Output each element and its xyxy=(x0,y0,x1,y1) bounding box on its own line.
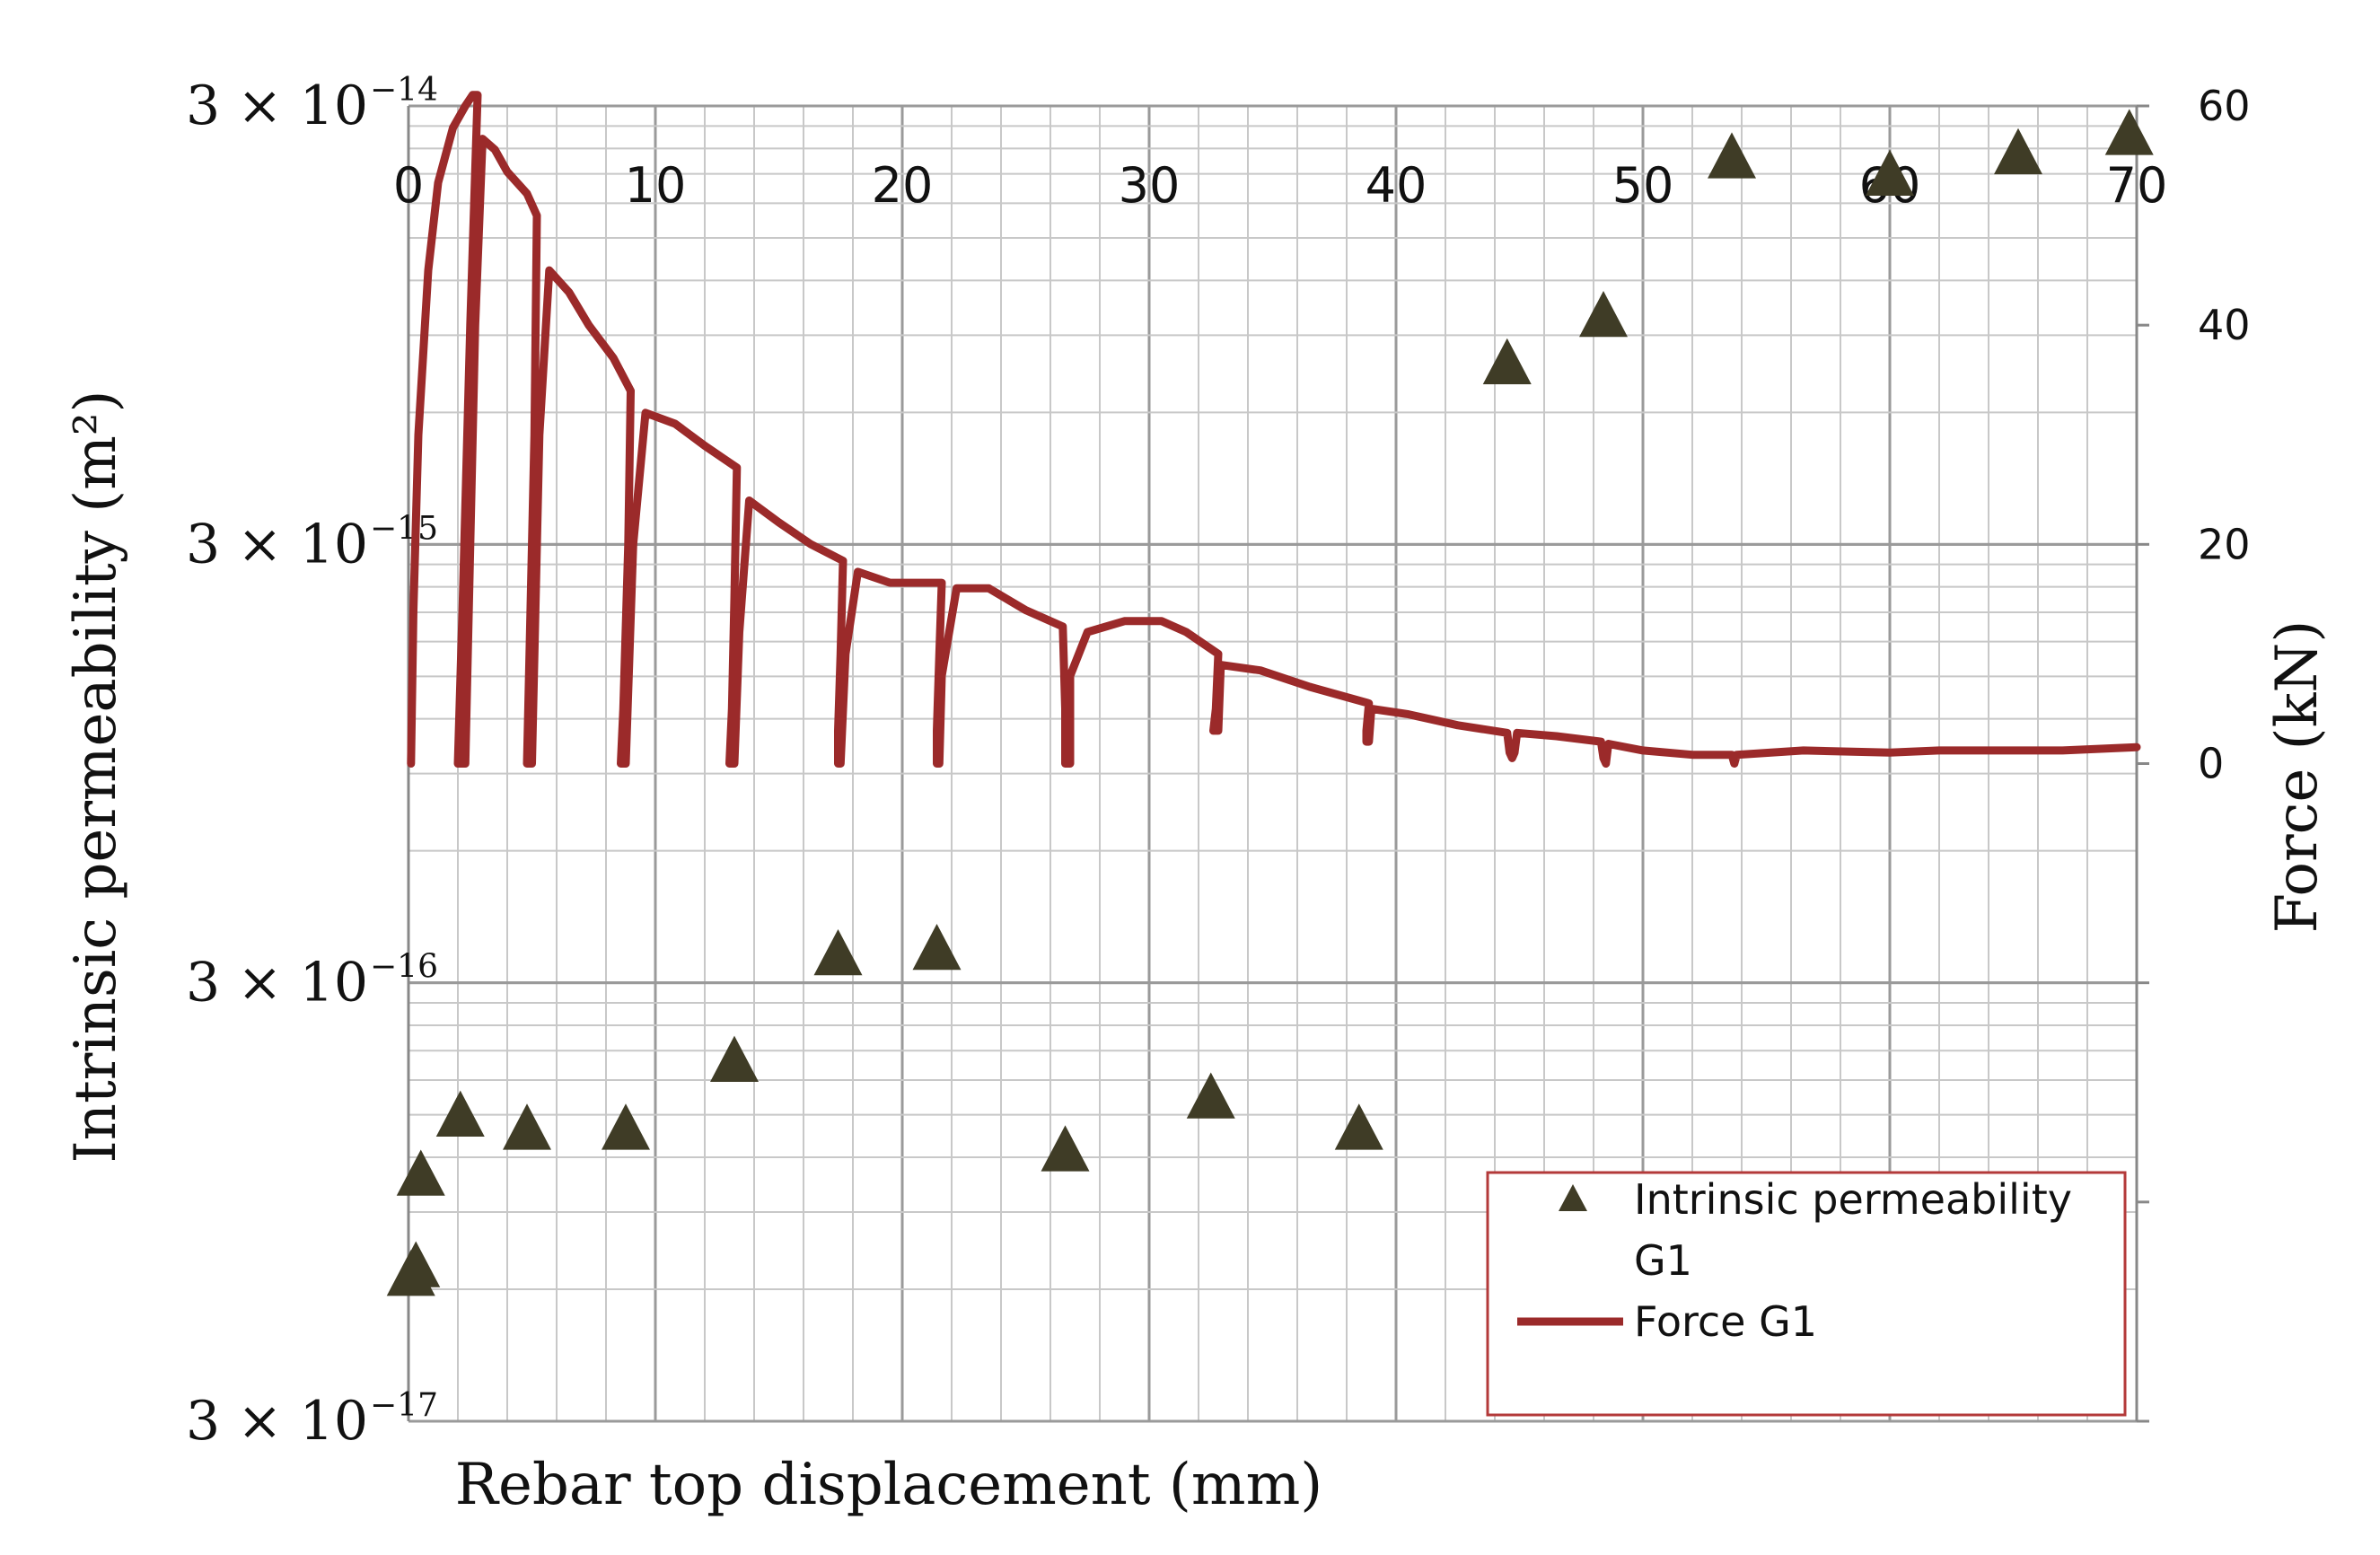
left-y-tick-label: 3 × 10 xyxy=(186,513,368,575)
legend-label-permeability-line2: G1 xyxy=(1634,1236,1692,1285)
x-tick-label: 0 xyxy=(393,157,424,214)
permeability-marker xyxy=(1482,338,1532,384)
left-y-tick-exponent: −17 xyxy=(370,1387,438,1424)
left-y-tick-labels: 3 × 10 −143 × 10 −153 × 10 −163 × 10 −17 xyxy=(186,72,438,1453)
left-y-tick-label: 3 × 10 xyxy=(186,75,368,137)
legend-label-permeability-line1: Intrinsic permeability xyxy=(1634,1175,2072,1224)
right-y-tick-label: 60 xyxy=(2198,82,2251,130)
x-tick-label: 40 xyxy=(1366,157,1427,214)
right-y-tick-labels: 0 20 40 60 xyxy=(2198,82,2251,788)
permeability-marker xyxy=(912,923,962,971)
permeability-marker xyxy=(710,1035,759,1082)
right-y-tick-label: 40 xyxy=(2198,301,2251,349)
permeability-marker xyxy=(396,1149,445,1196)
left-y-tick-label: 3 × 10 xyxy=(186,1390,368,1453)
permeability-marker xyxy=(391,1241,441,1287)
left-y-tick-label: 3 × 10 xyxy=(186,952,368,1015)
permeability-marker xyxy=(1866,149,1914,196)
right-y-axis-title: Force (kN) xyxy=(2264,620,2331,934)
left-y-tick-exponent: −15 xyxy=(370,510,438,547)
left-y-tick-exponent: −16 xyxy=(370,949,438,986)
permeability-marker xyxy=(1186,1072,1235,1119)
permeability-marker xyxy=(813,928,863,976)
x-axis-title: Rebar top displacement (mm) xyxy=(455,1452,1322,1518)
legend-box xyxy=(1486,1171,2127,1417)
permeability-marker xyxy=(2104,109,2154,155)
force-line xyxy=(407,91,2141,768)
x-tick-label: 10 xyxy=(625,157,687,214)
x-tick-label: 20 xyxy=(872,157,934,214)
permeability-marker xyxy=(1579,290,1628,338)
permeability-marker xyxy=(1334,1103,1383,1150)
left-y-tick-exponent: −14 xyxy=(370,72,438,109)
x-tick-labels: 010203040506070 xyxy=(393,157,2168,214)
right-y-tick-label: 20 xyxy=(2198,520,2251,568)
right-y-tick-label: 0 xyxy=(2198,740,2224,788)
legend-triangle-marker xyxy=(1559,1184,1587,1211)
permeability-series xyxy=(386,109,2154,1296)
x-tick-label: 30 xyxy=(1119,157,1181,214)
x-tick-label: 70 xyxy=(2106,157,2168,214)
permeability-marker xyxy=(1994,127,2042,175)
permeability-marker xyxy=(602,1103,650,1150)
force-series xyxy=(407,91,2141,768)
x-tick-label: 50 xyxy=(1612,157,1674,214)
legend-label-force: Force G1 xyxy=(1634,1297,1817,1346)
permeability-marker xyxy=(1041,1125,1090,1172)
left-y-axis-title: Intrinsic permeability (m²) xyxy=(63,390,129,1163)
permeability-marker xyxy=(503,1103,551,1150)
legend: Intrinsic permeability G1 Force G1 xyxy=(1486,1171,2127,1417)
permeability-marker xyxy=(435,1090,485,1137)
permeability-marker xyxy=(1708,132,1756,179)
